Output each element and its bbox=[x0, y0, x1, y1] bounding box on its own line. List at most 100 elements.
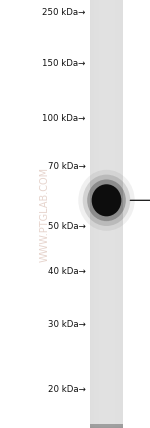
Bar bbox=[96, 0, 97, 428]
Bar bbox=[90, 424, 123, 426]
Text: 150 kDa→: 150 kDa→ bbox=[42, 59, 86, 68]
Bar bbox=[92, 0, 93, 428]
Bar bbox=[90, 424, 123, 426]
Bar bbox=[90, 424, 123, 426]
Bar bbox=[90, 425, 123, 427]
Bar bbox=[90, 426, 123, 428]
Bar bbox=[90, 425, 123, 427]
Bar bbox=[90, 425, 123, 428]
Bar bbox=[90, 424, 123, 426]
Bar bbox=[90, 425, 123, 427]
Bar bbox=[90, 425, 123, 427]
Bar bbox=[90, 425, 123, 427]
Ellipse shape bbox=[83, 175, 130, 226]
Bar bbox=[90, 425, 123, 427]
Bar bbox=[90, 425, 123, 428]
Bar bbox=[90, 425, 123, 428]
Bar bbox=[90, 425, 123, 427]
Bar bbox=[90, 424, 123, 426]
Bar bbox=[90, 424, 123, 426]
Bar bbox=[100, 0, 101, 428]
Bar bbox=[90, 424, 123, 426]
Bar bbox=[90, 425, 123, 428]
Bar bbox=[90, 425, 123, 428]
Bar bbox=[90, 426, 123, 428]
Bar bbox=[90, 425, 123, 428]
Bar bbox=[90, 425, 123, 426]
Bar bbox=[90, 425, 123, 427]
Bar bbox=[90, 0, 91, 428]
Bar bbox=[101, 0, 102, 428]
Bar bbox=[90, 425, 123, 427]
Bar bbox=[97, 0, 98, 428]
Bar bbox=[90, 424, 123, 426]
Bar bbox=[90, 425, 123, 427]
Bar bbox=[90, 424, 123, 426]
Bar bbox=[90, 425, 123, 427]
Bar bbox=[90, 425, 123, 427]
Bar bbox=[90, 425, 123, 428]
Bar bbox=[110, 0, 111, 428]
Bar bbox=[90, 425, 123, 427]
Bar bbox=[122, 0, 123, 428]
Bar bbox=[90, 425, 123, 427]
Bar bbox=[90, 425, 123, 427]
Bar bbox=[90, 425, 123, 427]
Bar bbox=[90, 425, 123, 428]
Bar bbox=[90, 424, 123, 426]
Bar bbox=[90, 424, 123, 426]
Bar bbox=[90, 424, 123, 426]
Bar bbox=[90, 425, 123, 427]
Bar bbox=[90, 426, 123, 428]
Bar bbox=[90, 425, 123, 428]
Bar bbox=[90, 425, 123, 428]
Bar bbox=[90, 425, 123, 427]
Bar bbox=[90, 424, 123, 426]
Bar bbox=[90, 425, 123, 427]
Bar bbox=[90, 425, 123, 428]
Bar bbox=[90, 425, 123, 427]
Bar bbox=[90, 424, 123, 426]
Bar bbox=[90, 425, 123, 428]
Bar bbox=[90, 425, 123, 427]
Bar bbox=[90, 425, 123, 427]
Bar bbox=[90, 425, 123, 427]
Bar bbox=[102, 0, 103, 428]
Bar bbox=[90, 425, 123, 428]
Bar bbox=[90, 425, 123, 428]
Text: 250 kDa→: 250 kDa→ bbox=[42, 8, 86, 18]
Text: 70 kDa→: 70 kDa→ bbox=[48, 162, 85, 172]
Ellipse shape bbox=[87, 179, 126, 221]
Bar bbox=[90, 424, 123, 426]
Bar bbox=[90, 426, 123, 428]
Bar bbox=[90, 424, 123, 426]
Bar bbox=[90, 425, 123, 428]
Bar bbox=[90, 425, 123, 428]
Bar bbox=[90, 426, 123, 428]
Text: 50 kDa→: 50 kDa→ bbox=[48, 222, 85, 232]
Bar bbox=[90, 425, 123, 427]
Bar bbox=[90, 426, 123, 428]
Bar bbox=[90, 425, 123, 427]
Text: 20 kDa→: 20 kDa→ bbox=[48, 385, 85, 394]
Bar bbox=[90, 425, 123, 427]
Text: 100 kDa→: 100 kDa→ bbox=[42, 114, 86, 124]
Bar bbox=[90, 426, 123, 428]
Bar bbox=[90, 425, 123, 427]
Bar bbox=[90, 425, 123, 427]
Bar bbox=[90, 425, 123, 427]
Bar bbox=[90, 425, 123, 427]
Bar bbox=[90, 424, 123, 426]
Bar bbox=[90, 426, 123, 428]
Bar bbox=[90, 424, 123, 426]
Bar bbox=[90, 425, 123, 427]
Bar bbox=[90, 425, 123, 427]
Bar bbox=[90, 425, 123, 428]
Bar bbox=[90, 425, 123, 428]
Bar bbox=[90, 424, 123, 426]
Bar bbox=[98, 0, 99, 428]
Bar bbox=[109, 0, 110, 428]
Bar bbox=[90, 425, 123, 428]
Bar bbox=[90, 426, 123, 428]
Bar bbox=[114, 0, 115, 428]
